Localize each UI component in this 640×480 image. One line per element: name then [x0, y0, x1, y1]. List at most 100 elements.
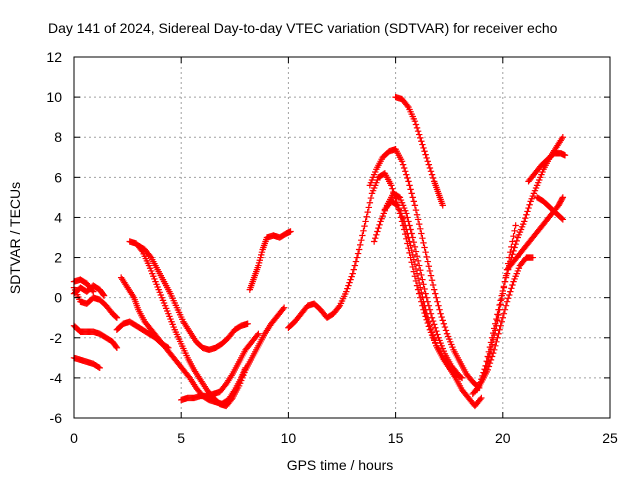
plot-frame: [73, 56, 611, 419]
y-tick-label: -4: [50, 370, 63, 386]
data-point: [408, 247, 415, 254]
data-point: [96, 364, 103, 372]
data-point: [112, 313, 119, 320]
data-point: [410, 198, 418, 205]
data-point: [376, 221, 383, 228]
data-point: [487, 356, 495, 364]
data-point: [442, 327, 450, 334]
data-point: [430, 286, 438, 293]
data-point: [524, 208, 531, 215]
data-point: [491, 331, 498, 339]
data-point: [408, 230, 415, 237]
data-point: [355, 246, 363, 253]
data-point: [512, 222, 519, 229]
data-point: [367, 194, 375, 202]
data-point: [406, 222, 413, 229]
data-point: [457, 374, 465, 381]
data-point: [428, 277, 436, 284]
data-point: [363, 213, 370, 220]
data-point: [507, 288, 514, 295]
data-point: [287, 228, 294, 235]
data-point: [499, 314, 506, 321]
data-point: [409, 234, 416, 241]
data-point: [492, 342, 499, 349]
data-point: [477, 396, 484, 403]
data-point: [488, 341, 496, 348]
data-point: [411, 202, 419, 209]
y-tick-label: 12: [46, 49, 62, 65]
x-tick-label: 5: [177, 430, 185, 446]
data-point: [413, 124, 421, 132]
data-point: [499, 290, 506, 297]
data-point: [423, 294, 430, 301]
data-point: [414, 257, 422, 265]
y-tick-label: -2: [50, 330, 63, 346]
data-point: [426, 322, 434, 329]
data-point: [422, 151, 429, 158]
x-tick-label: 0: [70, 430, 78, 446]
data-point: [454, 370, 461, 378]
data-point: [488, 353, 496, 360]
data-point: [415, 220, 423, 228]
data-point: [497, 322, 504, 329]
data-point: [433, 327, 440, 335]
data-point: [559, 216, 567, 223]
data-point: [494, 317, 501, 324]
data-point: [352, 258, 360, 265]
data-point: [441, 323, 449, 331]
data-point: [434, 331, 441, 338]
data-point: [90, 288, 97, 295]
data-point: [498, 295, 505, 303]
data-point: [495, 311, 502, 319]
data-point: [438, 313, 445, 321]
y-tick-label: 6: [54, 169, 62, 185]
data-point: [398, 158, 406, 165]
data-point: [414, 128, 422, 135]
data-point: [439, 202, 446, 209]
data-point: [425, 263, 433, 270]
data-point: [409, 251, 416, 259]
data-point: [409, 194, 416, 201]
data-point: [361, 222, 368, 230]
data-point: [512, 240, 519, 248]
data-point: [410, 256, 418, 263]
data-point: [372, 234, 379, 242]
data-point: [375, 224, 382, 232]
data-point: [345, 282, 352, 289]
data-point: [422, 249, 429, 256]
data-point: [100, 291, 107, 298]
data-point: [428, 329, 436, 336]
data-point: [415, 279, 423, 287]
data-point: [428, 314, 436, 321]
data-point: [412, 206, 420, 214]
data-point: [395, 193, 403, 200]
data-point: [500, 284, 508, 291]
data-point: [420, 281, 427, 288]
data-point: [400, 164, 408, 172]
data-point: [374, 228, 381, 235]
data-point: [426, 306, 434, 313]
data-point: [436, 306, 443, 313]
data-point: [513, 237, 520, 245]
data-point: [435, 302, 442, 309]
data-point: [364, 208, 371, 216]
data-point: [525, 204, 532, 212]
y-tick-label: 2: [54, 250, 62, 266]
data-point: [496, 326, 503, 333]
data-point: [487, 345, 495, 353]
data-point: [404, 102, 411, 110]
data-point: [496, 306, 503, 313]
data-point: [399, 161, 407, 168]
data-point: [405, 218, 412, 225]
data-point: [349, 270, 356, 277]
data-point: [404, 214, 411, 221]
data-point: [429, 317, 437, 325]
data-point: [354, 250, 362, 257]
data-point: [418, 271, 425, 279]
data-point: [346, 279, 353, 286]
x-axis-title: GPS time / hours: [287, 457, 394, 473]
x-tick-label: 25: [602, 430, 618, 446]
data-point: [508, 285, 515, 292]
data-point: [506, 254, 513, 261]
data-point: [419, 276, 426, 283]
